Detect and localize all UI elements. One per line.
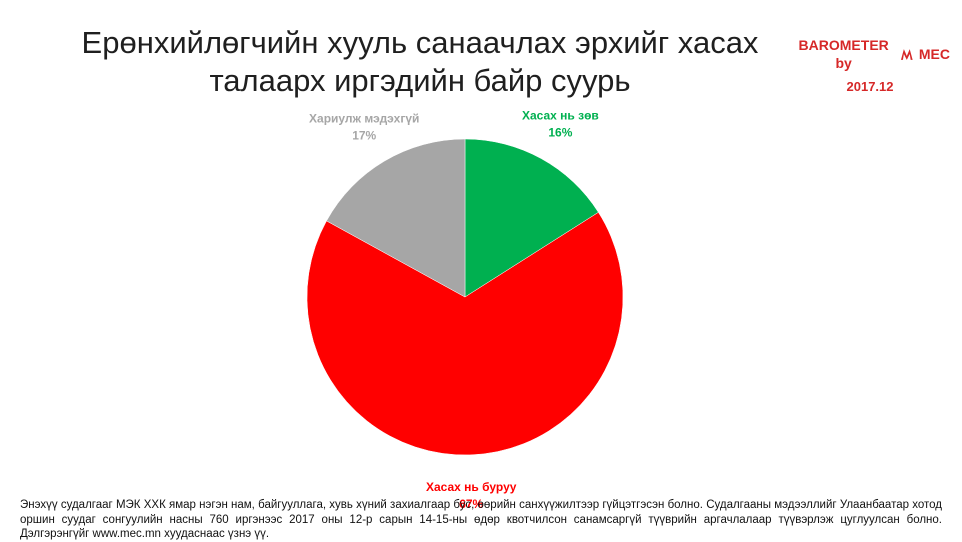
chart-title-line2: талаарх иргэдийн байр суурь <box>209 63 631 98</box>
mec-logo-icon <box>901 49 913 60</box>
chart-title-line1: Ерөнхийлөгчийн хууль санаачлах эрхийг ха… <box>81 25 759 60</box>
brand-suffix: MEC <box>918 46 950 62</box>
pie-slice-dont-know <box>326 138 466 298</box>
slice-category-label: Хариулж мэдэхгүй <box>309 112 419 126</box>
slice-value-label: 16% <box>548 125 572 139</box>
chart-title: Ерөнхийлөгчийн хууль санаачлах эрхийг ха… <box>60 24 780 100</box>
brand-block: BAROMETER by MEC 2017.12 <box>790 36 950 96</box>
footnote: Энэхүү судалгааг МЭК ХХК ямар нэгэн нам,… <box>20 499 942 540</box>
brand-date: 2017.12 <box>846 79 894 94</box>
slice-value-label: 67% <box>459 497 483 511</box>
slice-label-correct: Хасах нь зөв 16% <box>522 108 599 139</box>
pie-slice-wrong <box>306 211 624 456</box>
slice-label-dont-know: Хариулж мэдэхгүй 17% <box>309 112 419 143</box>
slice-category-label: Хасах нь буруу <box>426 480 517 494</box>
slice-value-label: 17% <box>352 129 376 143</box>
slice-category-label: Хасах нь зөв <box>522 108 599 122</box>
slice-label-wrong: Хасах нь буруу 67% <box>426 480 517 511</box>
brand-name: BAROMETER by <box>798 37 889 71</box>
pie-slice-correct <box>464 138 599 298</box>
